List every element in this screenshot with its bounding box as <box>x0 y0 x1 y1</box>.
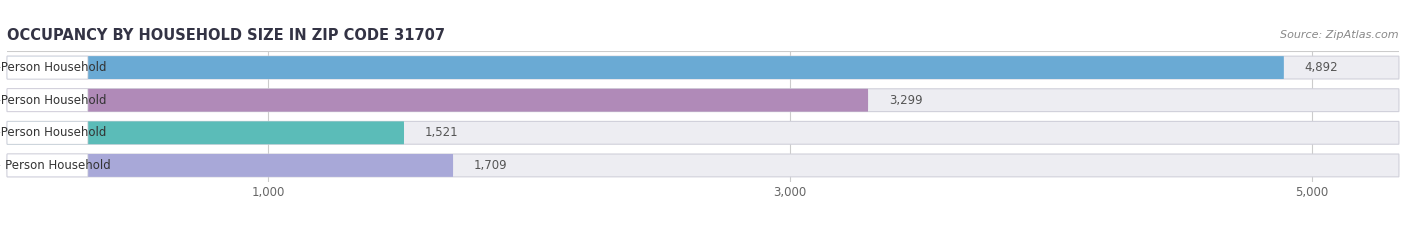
FancyBboxPatch shape <box>7 56 1284 79</box>
FancyBboxPatch shape <box>7 121 89 144</box>
Text: 1,709: 1,709 <box>474 159 508 172</box>
FancyBboxPatch shape <box>7 89 868 112</box>
FancyBboxPatch shape <box>7 56 89 79</box>
Text: OCCUPANCY BY HOUSEHOLD SIZE IN ZIP CODE 31707: OCCUPANCY BY HOUSEHOLD SIZE IN ZIP CODE … <box>7 28 446 43</box>
Text: Source: ZipAtlas.com: Source: ZipAtlas.com <box>1281 30 1399 40</box>
Text: 3,299: 3,299 <box>889 94 922 107</box>
Text: 4,892: 4,892 <box>1305 61 1339 74</box>
Text: 1-Person Household: 1-Person Household <box>0 61 107 74</box>
FancyBboxPatch shape <box>7 154 89 177</box>
FancyBboxPatch shape <box>7 154 1399 177</box>
FancyBboxPatch shape <box>7 56 1399 79</box>
Text: 3-Person Household: 3-Person Household <box>0 126 107 139</box>
Text: 4+ Person Household: 4+ Person Household <box>0 159 111 172</box>
FancyBboxPatch shape <box>7 121 1399 144</box>
Text: 1,521: 1,521 <box>425 126 458 139</box>
Text: 2-Person Household: 2-Person Household <box>0 94 107 107</box>
FancyBboxPatch shape <box>7 121 404 144</box>
FancyBboxPatch shape <box>7 89 89 112</box>
FancyBboxPatch shape <box>7 89 1399 112</box>
FancyBboxPatch shape <box>7 154 453 177</box>
